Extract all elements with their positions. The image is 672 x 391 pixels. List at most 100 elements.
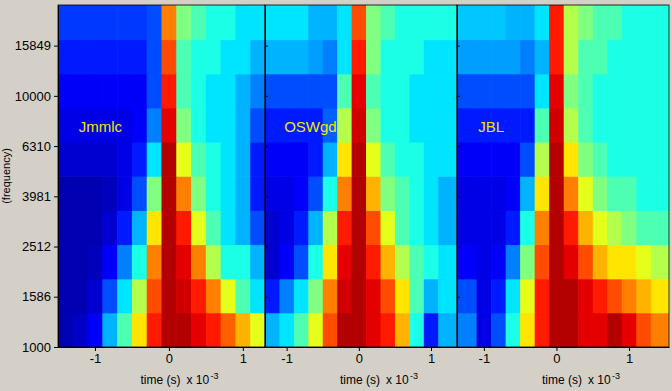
y-tick — [457, 297, 460, 298]
heatmap-cell — [323, 210, 338, 245]
heatmap-cell — [352, 5, 367, 40]
heatmap-cell — [279, 74, 294, 109]
heatmap-cell — [162, 142, 177, 177]
heatmap-cell — [636, 40, 651, 75]
heatmap-cell — [366, 5, 381, 40]
heatmap-cell — [506, 279, 521, 314]
heatmap-cell — [176, 5, 191, 40]
heatmap-cell — [132, 313, 147, 347]
heatmap-cell — [457, 5, 477, 40]
heatmap-cell — [117, 176, 132, 211]
heatmap-cell — [438, 108, 457, 143]
heatmap-cell — [535, 108, 550, 143]
plot-frame — [58, 5, 265, 347]
y-tick-mark — [265, 96, 268, 97]
heatmap-cell — [352, 40, 367, 75]
heatmap-cell — [491, 176, 506, 211]
y-tick-label: 1586 — [22, 289, 51, 304]
heatmap-cell — [265, 108, 280, 143]
heatmap-cell — [424, 279, 439, 314]
heatmap-cell — [294, 244, 309, 279]
heatmap-cell — [578, 210, 593, 245]
heatmap-cell — [622, 176, 637, 211]
heatmap-cell — [578, 142, 593, 177]
heatmap-cell — [102, 176, 117, 211]
heatmap-cell — [506, 176, 521, 211]
y-tick — [457, 146, 460, 147]
heatmap-cell — [636, 279, 651, 314]
heatmap-cell — [102, 210, 117, 245]
heatmap-cell — [294, 176, 309, 211]
y-tick-mark — [457, 96, 460, 97]
y-tick-label: 10000 — [15, 89, 51, 104]
heatmap-cell — [520, 176, 535, 211]
heatmap-cell — [162, 313, 177, 347]
heatmap-cell — [438, 313, 457, 347]
heatmap-cell — [294, 313, 309, 347]
heatmap-cell — [337, 108, 352, 143]
heatmap-cell — [58, 108, 73, 143]
heatmap-cell — [294, 40, 309, 75]
heatmap-cell — [147, 313, 162, 347]
y-tick-mark — [265, 297, 268, 298]
y-tick-mark — [54, 297, 58, 298]
heatmap-cell — [352, 279, 367, 314]
heatmap-cell — [279, 40, 294, 75]
heatmap-cell — [578, 40, 593, 75]
heatmap-cell — [265, 313, 280, 347]
heatmap-cell — [102, 5, 117, 40]
y-axis — [265, 6, 268, 348]
heatmap-cell — [607, 142, 622, 177]
heatmap-cell — [58, 40, 73, 75]
heatmap-cell — [549, 244, 564, 279]
background — [0, 0, 672, 391]
y-tick — [457, 247, 460, 248]
heatmap-cell — [176, 244, 191, 279]
plot-frame — [265, 5, 457, 347]
heatmap-cell — [176, 108, 191, 143]
heatmap-cell — [235, 279, 250, 314]
heatmap-cell — [191, 313, 206, 347]
x-tick-label: -1 — [479, 351, 491, 366]
heatmap-cell — [221, 244, 236, 279]
plot-frame — [457, 5, 669, 347]
heatmap-cell — [607, 176, 622, 211]
x-tick: 1 — [240, 347, 247, 366]
heatmap-cell — [162, 40, 177, 75]
heatmap-cell — [549, 210, 564, 245]
x-axis-label: time (s) — [340, 373, 380, 387]
heatmap-cell — [308, 176, 323, 211]
heatmap-cell — [457, 210, 477, 245]
heatmap-cell — [206, 244, 221, 279]
chart: -101100015862512398163101000015849Jmmlct… — [0, 0, 672, 391]
heatmap-cell — [424, 244, 439, 279]
heatmap-cell — [491, 244, 506, 279]
heatmap-cell — [520, 244, 535, 279]
heatmap-cell — [235, 313, 250, 347]
heatmap-cell — [73, 5, 88, 40]
heatmap-cell — [395, 313, 410, 347]
heatmap-cell — [549, 40, 564, 75]
heatmap-cell — [491, 142, 506, 177]
y-tick-mark — [457, 196, 460, 197]
heatmap-cell — [424, 40, 439, 75]
panel: -101JBLtime (s)x 10-3 — [457, 5, 670, 387]
heatmap-cell — [549, 176, 564, 211]
heatmap-cell — [380, 313, 395, 347]
heatmap-cell — [564, 74, 579, 109]
heatmap-cell — [250, 210, 265, 245]
x-scale-base: x 10 — [386, 373, 409, 387]
heatmap-cell — [366, 40, 381, 75]
y-tick: 1000 — [22, 340, 58, 355]
heatmap-cell — [279, 313, 294, 347]
heatmap-cell — [147, 210, 162, 245]
heatmap-cell — [58, 176, 73, 211]
heatmap-cell — [117, 244, 132, 279]
heatmap-cell — [88, 176, 103, 211]
heatmap-cell — [593, 108, 608, 143]
y-tick — [265, 96, 268, 97]
heatmap-cell — [651, 108, 669, 143]
heatmap-cell — [102, 142, 117, 177]
heatmap-cell — [73, 142, 88, 177]
heatmap-cell — [323, 313, 338, 347]
